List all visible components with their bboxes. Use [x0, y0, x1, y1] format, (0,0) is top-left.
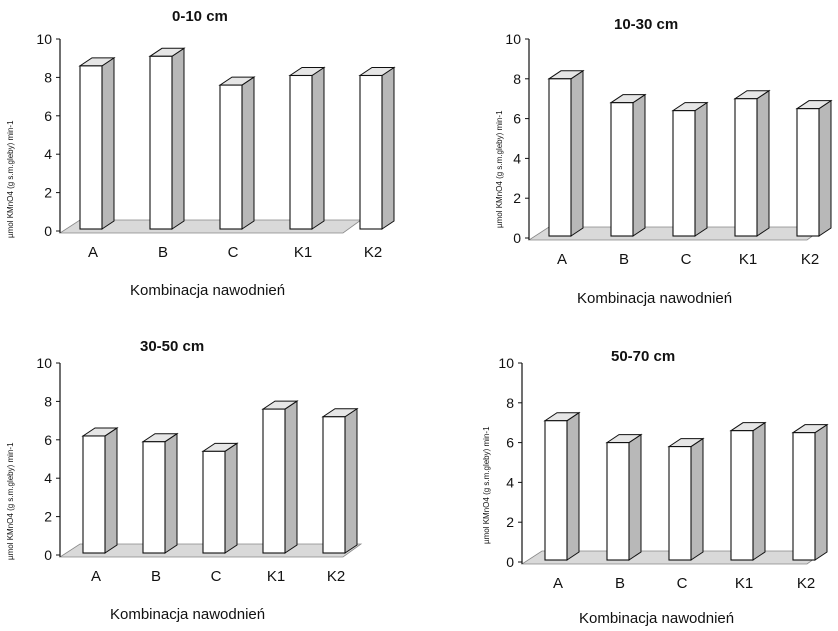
- y-tick-label: 4: [44, 470, 52, 486]
- bar-B: [141, 432, 179, 554]
- x-tick-label: K1: [735, 575, 753, 592]
- y-tick-label: 6: [513, 111, 521, 127]
- chart-title: 0-10 cm: [172, 8, 228, 25]
- chart-svg: 0 2 4 6 8 10 A B C K1 K2: [36, 31, 396, 261]
- chart-panel-10-30cm: 0 2 4 6 8 10 A B C K1 K2 10-30 cm µmol KMnO4 (g s.…: [419, 0, 838, 315]
- x-tick-label: C: [681, 251, 692, 268]
- y-tick-label: 4: [513, 150, 521, 166]
- x-tick-label: A: [557, 251, 567, 268]
- y-tick-label: 6: [44, 432, 52, 448]
- chart-title: 50-70 cm: [611, 348, 676, 365]
- y-tick-label: 10: [498, 355, 514, 371]
- chart-svg: 0 2 4 6 8 10 A B C K1 K2: [505, 31, 833, 268]
- x-tick-label: C: [211, 568, 222, 585]
- chart-title: 30-50 cm: [140, 338, 205, 355]
- chart-panel-30-50cm: 0 2 4 6 8 10 A B C K1 K2 30-50 cm µmol KMnO4 (g s.…: [0, 316, 419, 631]
- x-tick-label: K2: [797, 575, 815, 592]
- bar-K1: [288, 66, 326, 230]
- x-tick-label: C: [677, 575, 688, 592]
- x-tick-label: K2: [327, 568, 345, 585]
- chart-panel-50-70cm: 0 2 4 6 8 10 A B C K1 K2 50-70 cm µmol KMnO4 (g s.…: [419, 316, 838, 631]
- y-axis-label: µmol KMnO4 (g s.m.gleby) min-1: [6, 120, 15, 238]
- x-tick-label: B: [151, 568, 161, 585]
- bar-K2: [358, 66, 396, 230]
- x-tick-label: K2: [364, 244, 382, 261]
- x-axis-title: Kombinacja nawodnień: [110, 606, 266, 623]
- bar-A: [543, 411, 581, 561]
- x-tick-label: A: [553, 575, 563, 592]
- y-tick-label: 10: [36, 31, 52, 47]
- y-tick-label: 8: [44, 393, 52, 409]
- bar-K1: [729, 421, 767, 561]
- x-tick-label: A: [91, 568, 101, 585]
- bar-A: [78, 56, 116, 230]
- y-tick-label: 10: [505, 31, 521, 47]
- bar-B: [148, 47, 186, 230]
- y-tick-label: 6: [44, 108, 52, 124]
- bar-C: [218, 76, 256, 230]
- y-tick-label: 2: [44, 509, 52, 525]
- x-tick-label: K1: [739, 251, 757, 268]
- bar-K2: [321, 407, 359, 554]
- bar-K1: [261, 400, 299, 554]
- x-tick-label: C: [228, 244, 239, 261]
- y-tick-label: 0: [513, 230, 521, 246]
- y-tick-label: 8: [506, 395, 514, 411]
- y-tick-label: 0: [44, 547, 52, 563]
- y-tick-label: 6: [506, 435, 514, 451]
- x-tick-label: K2: [801, 251, 819, 268]
- bar-K1: [733, 89, 771, 237]
- y-axis-label: µmol KMnO4 (g s.m.gleby) min-1: [482, 426, 491, 544]
- y-tick-label: 10: [36, 355, 52, 371]
- y-tick-label: 4: [44, 146, 52, 162]
- y-tick-label: 8: [44, 69, 52, 85]
- bar-A: [547, 69, 585, 237]
- x-tick-label: B: [619, 251, 629, 268]
- chart-svg: 0 2 4 6 8 10 A B C K1 K2: [36, 355, 363, 585]
- y-axis-label: µmol KMnO4 (g s.m.gleby) min-1: [6, 442, 15, 560]
- chart-title: 10-30 cm: [614, 16, 679, 33]
- y-tick-label: 0: [44, 223, 52, 239]
- bar-K2: [795, 99, 833, 237]
- y-tick-label: 2: [506, 514, 514, 530]
- bar-B: [609, 93, 647, 237]
- y-tick-label: 8: [513, 71, 521, 87]
- x-axis-title: Kombinacja nawodnień: [577, 290, 733, 307]
- y-tick-label: 4: [506, 474, 514, 490]
- bar-C: [201, 442, 239, 554]
- x-tick-label: B: [615, 575, 625, 592]
- x-tick-label: B: [158, 244, 168, 261]
- y-axis-label: µmol KMnO4 (g s.m.gleby) min-1: [495, 110, 504, 228]
- chart-panel-0-10cm: 0 2 4 6 8 10 A B C K1 K2 0-10 cm µmol KMnO4 (g s.m…: [0, 0, 419, 315]
- bar-K2: [791, 423, 829, 561]
- y-tick-label: 2: [44, 185, 52, 201]
- x-tick-label: K1: [294, 244, 312, 261]
- y-tick-label: 2: [513, 190, 521, 206]
- x-tick-label: A: [88, 244, 98, 261]
- bar-A: [81, 427, 119, 554]
- x-axis-title: Kombinacja nawodnień: [579, 610, 735, 627]
- bar-B: [605, 433, 643, 561]
- bar-C: [671, 101, 709, 237]
- bar-C: [667, 437, 705, 561]
- y-tick-label: 0: [506, 554, 514, 570]
- x-tick-label: K1: [267, 568, 285, 585]
- chart-svg: 0 2 4 6 8 10 A B C K1 K2: [498, 355, 829, 592]
- x-axis-title: Kombinacja nawodnień: [130, 282, 286, 299]
